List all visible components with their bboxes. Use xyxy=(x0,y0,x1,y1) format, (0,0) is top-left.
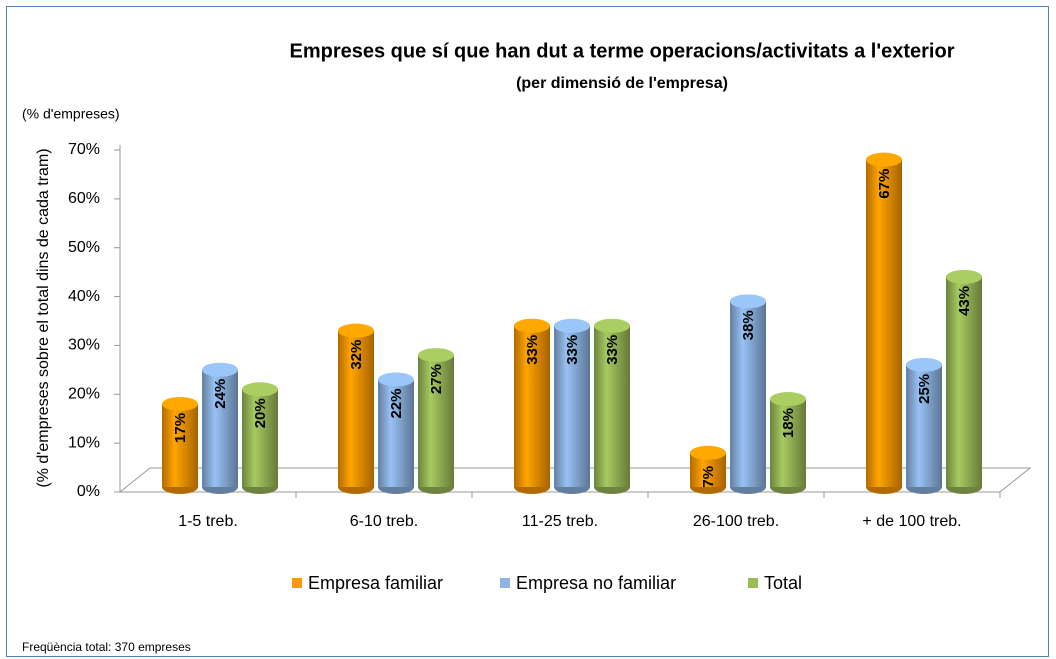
bar-top xyxy=(946,269,982,284)
unit-label: (% d'empreses) xyxy=(22,106,120,122)
bar xyxy=(418,355,454,487)
y-axis-title: (% d'empreses sobre el total dins de cad… xyxy=(35,148,52,487)
bar-top xyxy=(162,396,198,411)
bar xyxy=(946,276,982,487)
legend-swatch xyxy=(292,578,302,588)
x-tick-label: 11-25 treb. xyxy=(522,513,598,530)
bar-top xyxy=(202,362,238,377)
legend-label: Total xyxy=(764,573,802,593)
bar xyxy=(338,330,374,487)
bar-top xyxy=(514,318,550,333)
y-tick-label: 0% xyxy=(77,483,100,500)
legend-label: Empresa familiar xyxy=(308,573,443,593)
bar xyxy=(378,379,414,487)
value-label: 17% xyxy=(172,413,189,443)
y-tick-label: 20% xyxy=(68,386,100,403)
bar xyxy=(594,325,630,487)
bar-top xyxy=(418,348,454,363)
value-label: 33% xyxy=(604,335,621,365)
value-label: 33% xyxy=(524,335,541,365)
y-tick-label: 30% xyxy=(68,337,100,354)
value-label: 25% xyxy=(916,374,933,404)
bar-top xyxy=(378,372,414,387)
value-label: 20% xyxy=(252,398,269,428)
legend-swatch xyxy=(748,578,758,588)
y-tick-label: 10% xyxy=(68,434,100,451)
bar xyxy=(162,403,198,487)
value-label: 22% xyxy=(388,388,405,418)
bar-top xyxy=(338,323,374,338)
x-tick-label: 6-10 treb. xyxy=(350,513,418,530)
bar-top xyxy=(906,357,942,372)
bar xyxy=(770,399,806,487)
value-label: 7% xyxy=(700,466,717,488)
chart-title: Empreses que sí que han dut a terme oper… xyxy=(290,40,955,62)
legend-label: Empresa no familiar xyxy=(516,573,676,593)
bar xyxy=(866,159,902,487)
value-label: 33% xyxy=(564,335,581,365)
bar-top xyxy=(242,382,278,397)
bar xyxy=(202,369,238,487)
y-tick-label: 60% xyxy=(68,190,100,207)
bar xyxy=(906,364,942,487)
value-label: 67% xyxy=(876,169,893,199)
bar xyxy=(554,325,590,487)
value-label: 32% xyxy=(348,340,365,370)
bar-top xyxy=(730,294,766,309)
bar-top xyxy=(866,152,902,167)
value-label: 18% xyxy=(780,408,797,438)
value-label: 24% xyxy=(212,379,229,409)
value-label: 27% xyxy=(428,364,445,394)
bar-top xyxy=(690,445,726,460)
y-tick-label: 40% xyxy=(68,288,100,305)
y-tick-label: 70% xyxy=(68,141,100,158)
chart-subtitle: (per dimensió de l'empresa) xyxy=(516,75,728,92)
x-tick-label: 1-5 treb. xyxy=(178,513,238,530)
footnote: Freqüència total: 370 empreses xyxy=(22,640,191,654)
bar-top xyxy=(594,318,630,333)
bar-top xyxy=(554,318,590,333)
value-label: 38% xyxy=(740,310,757,340)
bar xyxy=(730,301,766,487)
value-label: 43% xyxy=(956,286,973,316)
bar xyxy=(514,325,550,487)
x-tick-label: + de 100 treb. xyxy=(862,513,961,530)
y-tick-label: 50% xyxy=(68,239,100,256)
bar xyxy=(242,389,278,487)
x-tick-label: 26-100 treb. xyxy=(693,513,779,530)
bar-top xyxy=(770,392,806,407)
legend-swatch xyxy=(500,578,510,588)
